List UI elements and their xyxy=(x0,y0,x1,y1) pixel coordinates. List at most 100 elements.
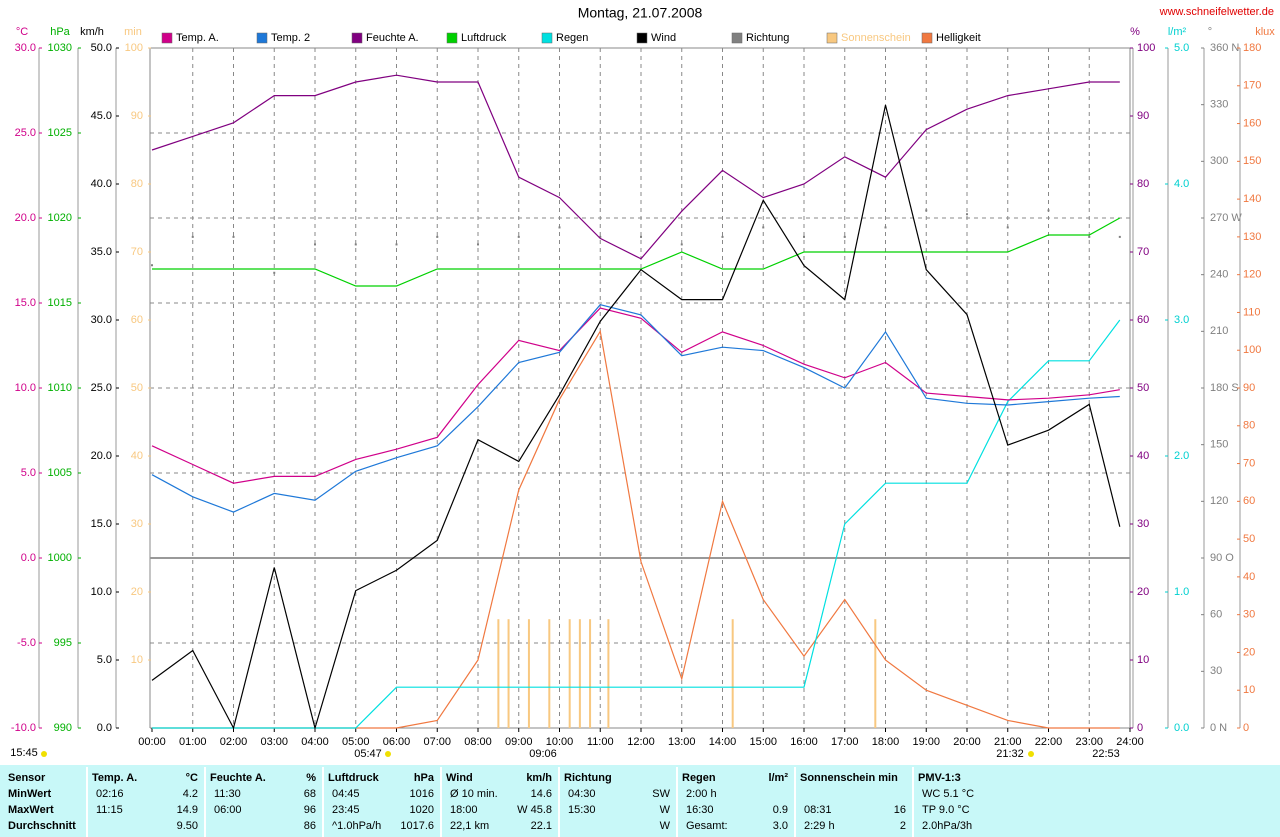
legend-label: Richtung xyxy=(746,32,789,44)
direction-dot xyxy=(884,226,887,229)
time-annotation: 09:06 xyxy=(529,748,557,760)
group-unit: hPa xyxy=(414,772,435,784)
chart-title: Montag, 21.07.2008 xyxy=(578,5,703,21)
direction-dot xyxy=(843,235,846,238)
group-unit: °C xyxy=(186,772,198,784)
y-tick-label: 20 xyxy=(131,586,143,598)
x-tick-label: 09:00 xyxy=(505,736,533,748)
cell-right: SW xyxy=(652,788,670,800)
y-tick-label: 10.0 xyxy=(15,382,36,394)
direction-dot xyxy=(436,235,439,238)
time-annotation: 15:45 xyxy=(10,747,38,759)
y-tick-label: 10 xyxy=(1137,654,1149,666)
x-tick-label: 14:00 xyxy=(709,736,737,748)
group-name: PMV-1:3 xyxy=(918,772,961,784)
y-tick-label: 0 xyxy=(1137,722,1143,734)
y-tick-label: 5.0 xyxy=(21,467,36,479)
y-tick-label: 35.0 xyxy=(91,246,112,258)
direction-dot xyxy=(1047,209,1050,212)
y-tick-label: 160 xyxy=(1243,117,1261,129)
legend-swatch xyxy=(636,32,648,44)
y-tick-label: 50.0 xyxy=(91,42,112,54)
axis-unit: % xyxy=(1130,26,1140,38)
y-tick-label: 130 xyxy=(1243,231,1261,243)
axis-unit: klux xyxy=(1255,26,1275,38)
time-annotation: 21:32 xyxy=(996,748,1024,760)
legend-swatch xyxy=(161,32,173,44)
y-tick-label: 120 xyxy=(1210,495,1228,507)
sun-marker xyxy=(385,751,391,757)
y-tick-label: 70 xyxy=(131,246,143,258)
cell-left: 08:31 xyxy=(804,804,832,816)
sunshine-bar xyxy=(589,619,592,728)
direction-dot xyxy=(314,243,316,246)
y-tick-label: -10.0 xyxy=(11,722,36,734)
cell-right: 22.1 xyxy=(531,820,552,832)
x-tick-label: 16:00 xyxy=(790,736,818,748)
axis-unit: °C xyxy=(16,26,28,38)
series-line xyxy=(151,104,1121,731)
y-tick-label: 210 xyxy=(1210,325,1228,337)
x-tick-label: 21:00 xyxy=(994,736,1022,748)
cell-left: 2:00 h xyxy=(686,788,717,800)
cell-right: 68 xyxy=(304,788,316,800)
legend-swatch xyxy=(351,32,363,44)
cell-left: 11:30 xyxy=(214,788,241,800)
cell-left: 18:00 xyxy=(450,804,478,816)
y-tick-label: 50 xyxy=(131,382,143,394)
y-tick-label: 150 xyxy=(1210,439,1228,451)
y-tick-label: 10.0 xyxy=(91,586,112,598)
direction-dot xyxy=(517,235,520,238)
cell-left: 02:16 xyxy=(96,788,124,800)
y-tick-label: 1015 xyxy=(48,297,72,309)
cell-right: W xyxy=(660,820,671,832)
x-tick-label: 08:00 xyxy=(464,736,492,748)
y-tick-label: 3.0 xyxy=(1174,314,1189,326)
cell-right: 2 xyxy=(900,820,906,832)
y-tick-label: 70 xyxy=(1137,246,1149,258)
row-label: Durchschnitt xyxy=(8,820,76,832)
legend-label: Feuchte A. xyxy=(366,32,419,44)
y-tick-label: 80 xyxy=(131,178,143,190)
x-tick-label: 02:00 xyxy=(220,736,248,748)
y-tick-label: 40.0 xyxy=(91,178,112,190)
direction-dot xyxy=(1006,226,1009,229)
legend-label: Temp. 2 xyxy=(271,32,310,44)
x-tick-label: 20:00 xyxy=(953,736,981,748)
legend-swatch xyxy=(446,32,458,44)
legend-label: Sonnenschein xyxy=(841,32,911,44)
y-tick-label: 20.0 xyxy=(15,212,36,224)
x-tick-label: 17:00 xyxy=(831,736,859,748)
cell-right: 86 xyxy=(304,820,316,832)
x-tick-label: 24:00 xyxy=(1116,736,1144,748)
y-tick-label: 70 xyxy=(1243,457,1255,469)
x-tick-label: 15:00 xyxy=(749,736,777,748)
direction-dot xyxy=(762,226,765,229)
y-tick-label: 90 xyxy=(131,110,143,122)
cell-right: 1020 xyxy=(410,804,434,816)
group-unit: l/m² xyxy=(768,772,788,784)
series-line xyxy=(151,307,1120,484)
row-label: MinWert xyxy=(8,788,52,800)
group-unit: km/h xyxy=(526,772,552,784)
direction-dot xyxy=(966,213,968,216)
y-tick-label: 2.0 xyxy=(1174,450,1189,462)
direction-dot xyxy=(1118,235,1121,238)
cell-right: 16 xyxy=(894,804,906,816)
axis-unit: hPa xyxy=(50,26,70,38)
y-tick-label: 1005 xyxy=(48,467,72,479)
y-tick-label: 1010 xyxy=(48,382,72,394)
sun-marker xyxy=(1028,751,1034,757)
x-tick-label: 18:00 xyxy=(872,736,900,748)
y-tick-label: 300 xyxy=(1210,155,1228,167)
y-tick-label: 30 xyxy=(1137,518,1149,530)
y-tick-label: 40 xyxy=(1243,571,1255,583)
axis-unit: ° xyxy=(1208,26,1212,38)
cell-right: W xyxy=(660,804,671,816)
y-tick-label: 100 xyxy=(1137,42,1155,54)
x-tick-label: 07:00 xyxy=(423,736,451,748)
y-tick-label: 1030 xyxy=(48,42,72,54)
y-tick-label: 140 xyxy=(1243,193,1261,205)
series-line xyxy=(151,74,1120,260)
